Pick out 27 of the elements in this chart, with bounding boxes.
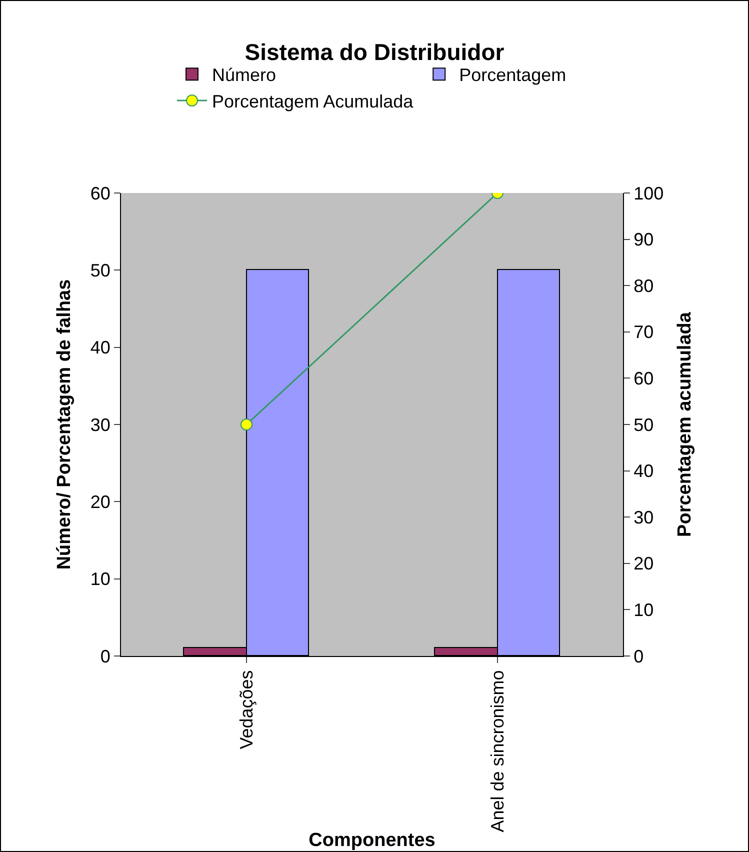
y2-tick-label: 10 <box>634 600 654 620</box>
legend-label: Porcentagem <box>459 65 566 86</box>
y2-tick-label: 80 <box>634 276 654 296</box>
y-tick-label: 30 <box>90 414 110 435</box>
y2-tick-label: 40 <box>634 461 654 482</box>
y-tick-label: 20 <box>90 492 110 512</box>
y2-tick-label: 100 <box>634 183 664 204</box>
y-tick-label: 10 <box>90 569 110 590</box>
y2-tick-label: 20 <box>634 554 654 574</box>
y2-axis-title: Porcentagem acumulada <box>674 312 696 537</box>
y-tick-label: 60 <box>90 183 110 204</box>
y-tick-label: 40 <box>90 338 110 358</box>
y2-tick-label: 70 <box>634 322 654 342</box>
chart-title: Sistema do Distribuidor <box>244 39 504 66</box>
y2-tick-label: 30 <box>634 507 654 528</box>
y2-tick-label: 50 <box>634 414 654 435</box>
y-tick-label: 50 <box>90 260 110 280</box>
legend-label: Número <box>212 65 276 86</box>
y2-tick-label: 60 <box>634 368 654 388</box>
x-tick-label: Vedações <box>236 670 256 750</box>
x-tick-label: Anel de sincronismo <box>487 670 508 832</box>
y2-tick-label: 0 <box>634 646 644 666</box>
legend-label: Porcentagem Acumulada <box>212 92 414 112</box>
y2-tick-label: 90 <box>634 230 654 250</box>
y-tick-label: 0 <box>100 646 110 666</box>
x-axis-title: Componentes <box>308 830 436 851</box>
y-axis-title: Número/ Porcentagem de falhas <box>54 279 76 570</box>
